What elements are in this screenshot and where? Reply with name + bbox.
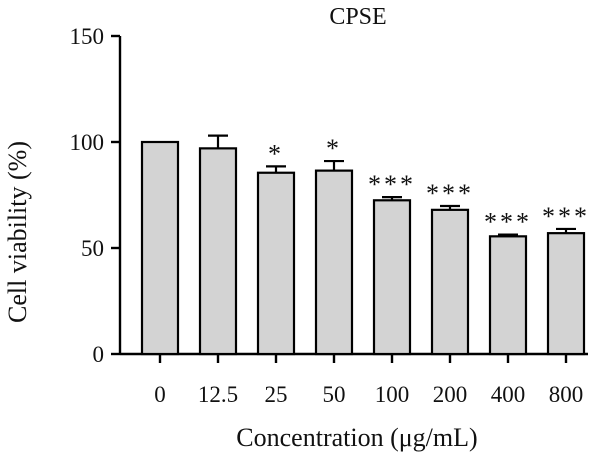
bar <box>430 208 470 356</box>
bar <box>140 140 180 356</box>
x-tick-label: 800 <box>549 382 584 407</box>
y-tick-label: 100 <box>70 130 105 155</box>
bars <box>140 140 586 356</box>
significance-label: * <box>268 139 284 168</box>
y-tick-label: 150 <box>70 24 105 49</box>
significance-label: *** <box>484 208 532 237</box>
x-tick-label: 25 <box>265 382 288 407</box>
bar <box>488 235 528 356</box>
y-ticks: 0 50 100 150 <box>70 24 120 367</box>
y-tick-label: 0 <box>93 342 105 367</box>
bar <box>256 171 296 356</box>
x-ticks: 0 12.5 25 50 100 200 400 800 <box>154 354 583 407</box>
x-tick-label: 100 <box>375 382 410 407</box>
bar <box>372 199 412 356</box>
bar <box>314 169 354 356</box>
significance-label: *** <box>542 202 590 231</box>
significance-label: *** <box>368 170 416 199</box>
significance-label: * <box>326 134 342 163</box>
x-tick-label: 400 <box>491 382 526 407</box>
x-tick-label: 0 <box>154 382 166 407</box>
x-tick-label: 50 <box>323 382 346 407</box>
y-tick-label: 50 <box>81 236 104 261</box>
x-axis-title: Concentration (μg/mL) <box>236 423 477 452</box>
error-bars <box>208 134 576 237</box>
x-tick-label: 12.5 <box>198 382 238 407</box>
significance-label: *** <box>426 179 474 208</box>
y-axis-title: Cell viability (%) <box>3 141 32 323</box>
significance-labels: * **** ****** *** <box>268 134 590 237</box>
chart-title: CPSE <box>329 4 386 30</box>
x-tick-label: 200 <box>433 382 468 407</box>
bar <box>546 232 586 356</box>
bar <box>198 147 238 356</box>
